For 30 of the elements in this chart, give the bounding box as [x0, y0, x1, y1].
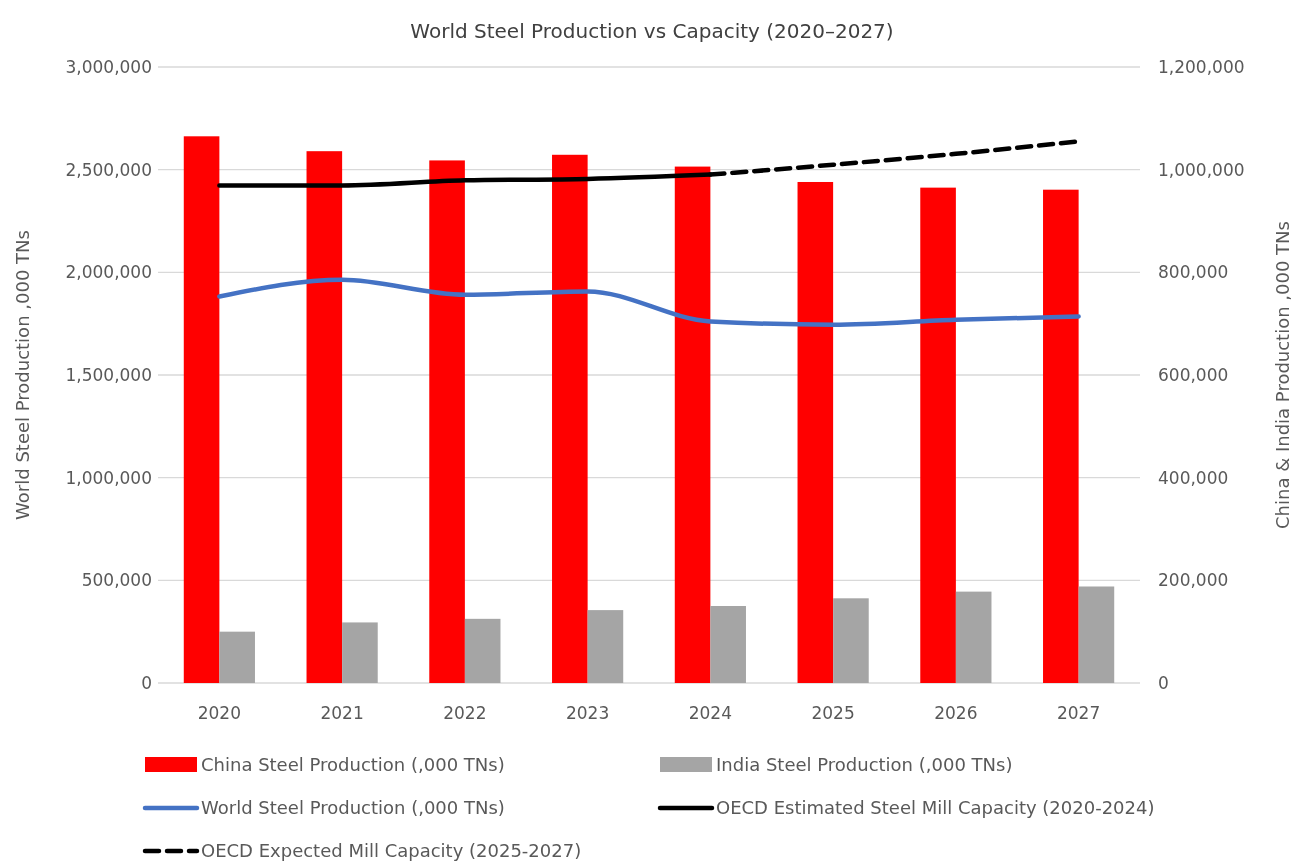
legend-label: OECD Estimated Steel Mill Capacity (2020-2024) [716, 797, 1155, 819]
y2-tick-label: 200,000 [1158, 570, 1229, 591]
x-tick-label: 2022 [443, 703, 487, 723]
legend-label: India Steel Production (,000 TNs) [716, 754, 1013, 776]
y-tick-label: 1,000,000 [65, 467, 152, 488]
y-tick-label: 1,500,000 [65, 364, 152, 385]
legend-label: China Steel Production (,000 TNs) [201, 754, 505, 776]
y2-tick-label: 800,000 [1158, 262, 1229, 283]
y-tick-label: 2,000,000 [65, 262, 152, 283]
x-tick-label: 2020 [197, 703, 242, 723]
x-tick-label: 2021 [320, 703, 364, 723]
y2-axis-title: China & India Production ,000 TNs [1272, 221, 1293, 529]
y2-tick-label: 600,000 [1158, 364, 1229, 385]
y-tick-label: 3,000,000 [65, 56, 152, 77]
x-tick-label: 2026 [934, 703, 978, 723]
legend-label: OECD Expected Mill Capacity (2025-2027) [201, 840, 582, 861]
y-tick-label: 0 [141, 672, 152, 693]
y2-tick-label: 400,000 [1158, 467, 1229, 488]
y-tick-label: 500,000 [81, 570, 152, 591]
legend-label: World Steel Production (,000 TNs) [201, 797, 505, 819]
x-tick-label: 2025 [811, 703, 855, 723]
y-axis-title: World Steel Production ,000 TNs [12, 230, 33, 520]
y2-tick-label: 1,000,000 [1158, 159, 1245, 180]
x-tick-label: 2023 [565, 703, 610, 723]
y2-tick-label: 1,200,000 [1158, 56, 1245, 77]
chart-title: World Steel Production vs Capacity (2020–2027) [410, 19, 894, 43]
y2-tick-label: 0 [1158, 672, 1169, 693]
x-tick-label: 2024 [688, 703, 733, 723]
x-tick-label: 2027 [1056, 703, 1101, 723]
y-tick-label: 2,500,000 [65, 159, 152, 180]
